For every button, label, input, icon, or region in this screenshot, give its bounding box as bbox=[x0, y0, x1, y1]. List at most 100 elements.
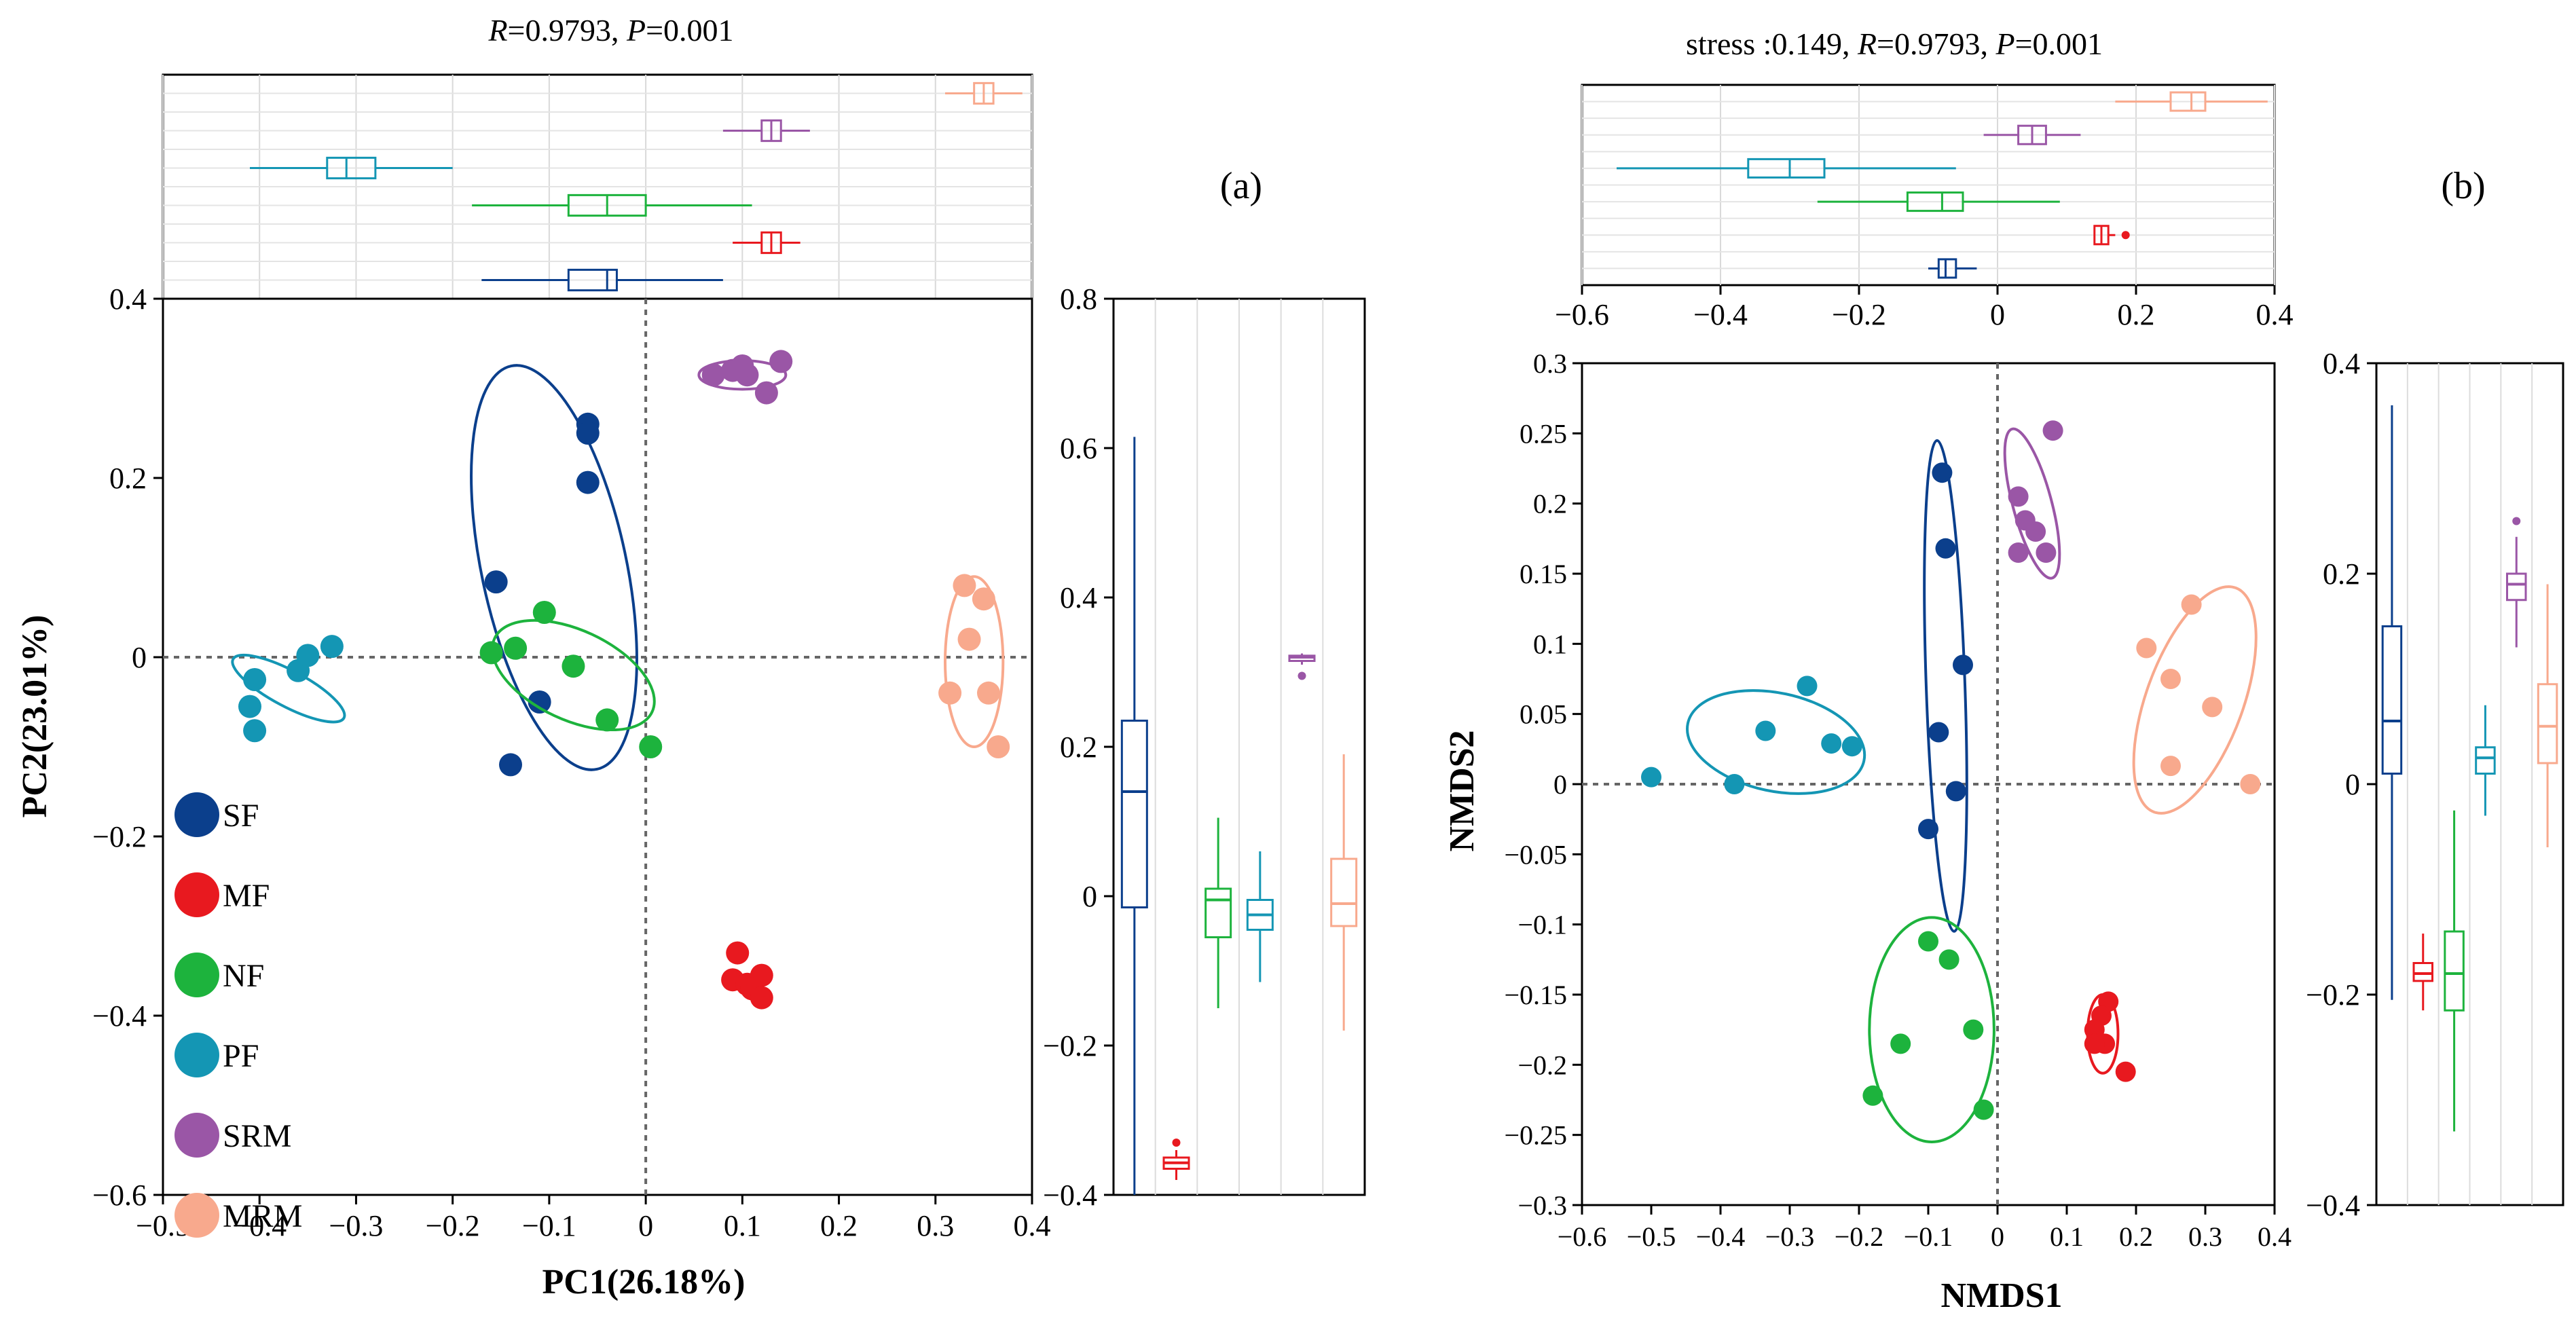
panel-b-p-value: =0.001 bbox=[2015, 26, 2103, 61]
panel-b-top-box-mf bbox=[2093, 225, 2130, 246]
data-point bbox=[769, 350, 793, 373]
box-iqr bbox=[2381, 625, 2403, 775]
data-point bbox=[238, 695, 261, 718]
panel-a-ylabel: PC2(23.01%) bbox=[16, 615, 54, 818]
panel-b-ytick-label: −0.1 bbox=[1517, 910, 1567, 940]
legend-marker bbox=[174, 792, 219, 837]
panel-a-xtick-label: 0.2 bbox=[820, 1209, 858, 1242]
panel-b-ylabel: NMDS2 bbox=[1443, 730, 1482, 851]
panel-b-ytick-label: −0.2 bbox=[1517, 1050, 1567, 1080]
data-point bbox=[1755, 720, 1776, 741]
panel-a-series-mf bbox=[721, 941, 773, 1010]
box-iqr bbox=[2506, 572, 2527, 602]
panel-a-top-box-mrm bbox=[945, 81, 1023, 105]
panel-b-ytick-label: 0 bbox=[1553, 769, 1567, 800]
panel-a-right-box-mf bbox=[1162, 1139, 1190, 1180]
panel-b-right-ytick-label: −0.4 bbox=[2306, 1189, 2360, 1222]
legend-item-mrm: MRM bbox=[174, 1193, 302, 1238]
panel-a-right-ytick-label: 0.4 bbox=[1060, 581, 1097, 614]
panel-a-top-box-pf bbox=[250, 156, 453, 180]
data-point bbox=[1932, 462, 1953, 483]
legend-label: NF bbox=[223, 958, 264, 994]
confidence-ellipse bbox=[1923, 439, 1968, 933]
panel-a-series-pf bbox=[231, 635, 346, 743]
panel-b-stress: stress :0.149, bbox=[1686, 26, 1858, 61]
panel-b-ytick-label: 0.2 bbox=[1533, 489, 1567, 519]
panel-a-right-box-nf bbox=[1204, 817, 1232, 1008]
data-point bbox=[1641, 766, 1661, 788]
data-point bbox=[1935, 538, 1956, 559]
data-point bbox=[639, 735, 663, 758]
panel-a-series-nf bbox=[479, 601, 663, 758]
panel-b-series-srm bbox=[2003, 420, 2063, 580]
panel-a-right-box-pf bbox=[1246, 851, 1274, 982]
panel-a-right-ytick-label: 0 bbox=[1082, 880, 1097, 913]
data-point bbox=[953, 574, 976, 597]
panel-b-ytick-label: 0.15 bbox=[1520, 559, 1567, 589]
data-point bbox=[1862, 1085, 1883, 1106]
panel-b-r-label: R bbox=[1857, 26, 1877, 61]
panel-b-xtick-label: 0.1 bbox=[2050, 1221, 2084, 1252]
panel-a-right-ytick-label: −0.2 bbox=[1043, 1029, 1097, 1063]
box-iqr bbox=[1204, 887, 1232, 938]
data-point bbox=[2202, 697, 2223, 718]
panel-a-stats: R=0.9793, P=0.001 bbox=[487, 13, 733, 48]
panel-b-top-xtick-label: −0.6 bbox=[1555, 298, 1609, 331]
panel-a-p-label: P bbox=[626, 13, 646, 48]
panel-b-top-box-sf bbox=[1928, 258, 1977, 279]
panel-b-xtick-label: 0.2 bbox=[2119, 1221, 2153, 1252]
data-point bbox=[1918, 931, 1938, 952]
confidence-ellipse bbox=[491, 618, 656, 732]
panel-b-xtick-label: −0.6 bbox=[1558, 1221, 1607, 1252]
data-point bbox=[2036, 542, 2057, 563]
box-iqr bbox=[567, 268, 618, 292]
panel-b-xtick-label: 0.4 bbox=[2258, 1221, 2292, 1252]
data-point bbox=[701, 363, 725, 387]
panel-a-right-ytick-label: 0.6 bbox=[1060, 432, 1097, 465]
panel-a-xlabel: PC1(26.18%) bbox=[542, 1263, 746, 1301]
data-point bbox=[1890, 1033, 1911, 1054]
panel-b-series-nf bbox=[1862, 916, 1995, 1143]
panel-a-right-ytick-label: 0.8 bbox=[1060, 282, 1097, 316]
data-point bbox=[1918, 819, 1938, 840]
panel-a-xtick-label: 0.3 bbox=[917, 1209, 954, 1242]
box-iqr bbox=[1906, 191, 1964, 213]
panel-b-right-ytick-label: 0 bbox=[2345, 768, 2360, 801]
data-point bbox=[484, 570, 508, 594]
panel-b-top-xtick-label: −0.4 bbox=[1693, 298, 1748, 331]
panel-b-xtick-label: −0.1 bbox=[1904, 1221, 1953, 1252]
panel-a-ytick-label: −0.4 bbox=[92, 999, 147, 1033]
data-point bbox=[750, 986, 773, 1010]
panel-a-top-box-srm bbox=[722, 119, 810, 143]
panel-b-ytick-label: −0.15 bbox=[1504, 980, 1567, 1010]
data-point bbox=[2008, 486, 2029, 507]
box-outlier bbox=[1172, 1139, 1181, 1147]
panel-a-ytick-label: 0.2 bbox=[109, 462, 147, 495]
panel-a-ytick-label: 0.4 bbox=[109, 282, 147, 316]
legend-marker bbox=[174, 1033, 219, 1077]
box-iqr bbox=[1120, 720, 1148, 908]
panel-a-top-box-mf bbox=[733, 231, 801, 255]
box-iqr bbox=[326, 156, 377, 180]
panel-a-series-sf bbox=[470, 364, 638, 777]
legend-item-sf: SF bbox=[174, 792, 259, 837]
data-point bbox=[1945, 781, 1966, 802]
panel-a-xtick-label: −0.2 bbox=[426, 1209, 480, 1242]
data-point bbox=[726, 941, 750, 965]
panel-b-right-box-nf bbox=[2444, 810, 2465, 1132]
panel-b-xlabel: NMDS1 bbox=[1940, 1276, 2062, 1315]
panel-b-xtick-label: −0.3 bbox=[1765, 1221, 1815, 1252]
panel-b-xtick-label: −0.4 bbox=[1696, 1221, 1746, 1252]
box-iqr bbox=[2475, 746, 2496, 775]
data-point bbox=[1938, 949, 1959, 970]
panel-a-series-srm bbox=[697, 350, 793, 405]
panel-a-r-label: R bbox=[487, 13, 507, 48]
panel-b-series-sf bbox=[1918, 439, 1973, 933]
data-point bbox=[2084, 1019, 2105, 1040]
panel-b-p-label: P bbox=[1995, 26, 2015, 61]
box-iqr bbox=[2444, 930, 2465, 1012]
data-point bbox=[1953, 654, 1973, 676]
box-iqr bbox=[1937, 258, 1957, 279]
box-outlier bbox=[1298, 671, 1306, 680]
